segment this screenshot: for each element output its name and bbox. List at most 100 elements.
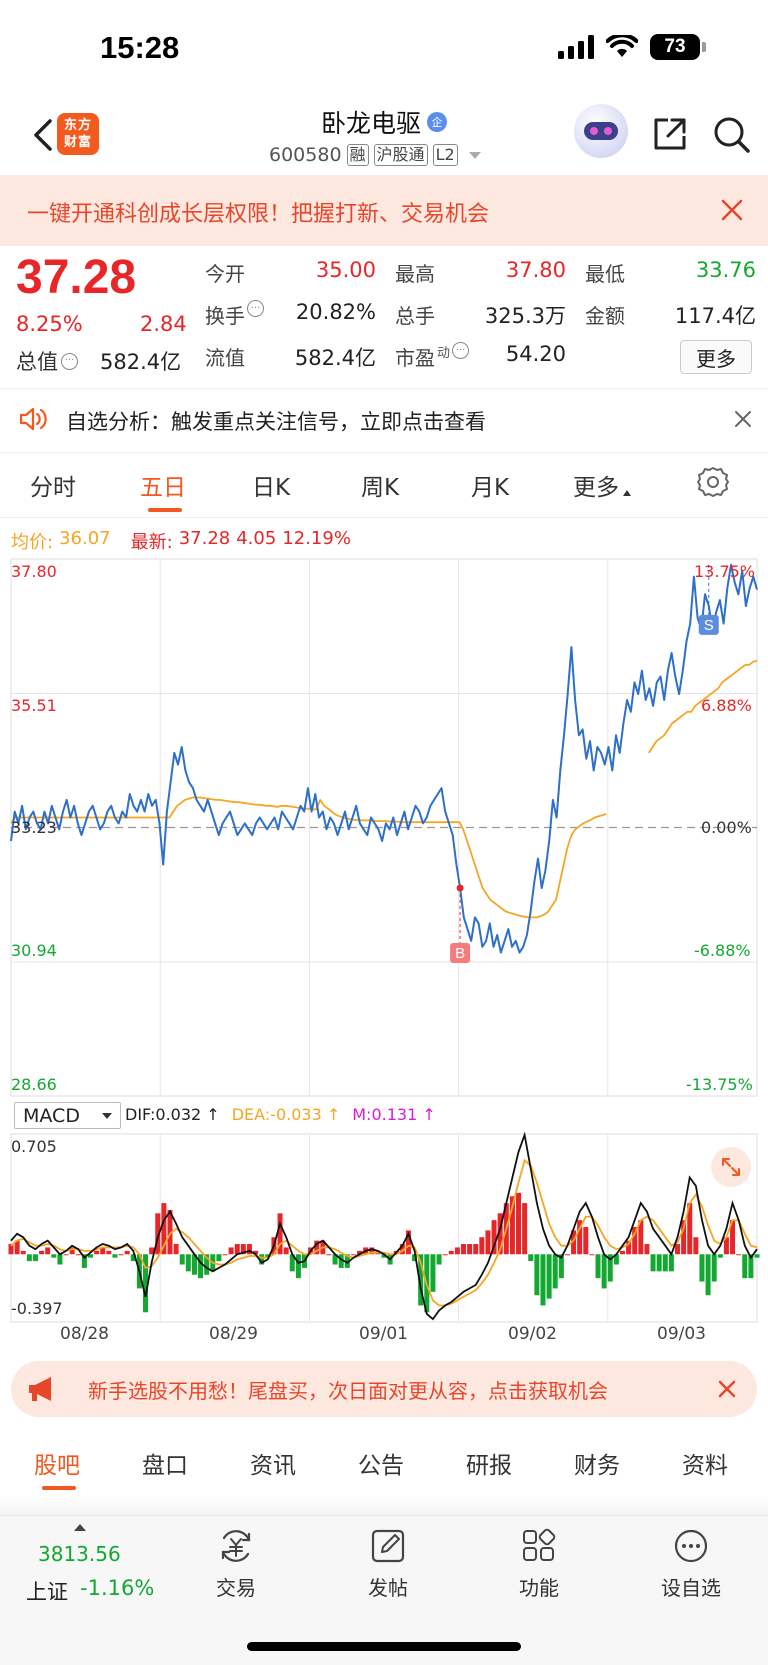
y-right-tick: 13.75% [694, 562, 756, 581]
more-dots-icon [674, 1529, 708, 1563]
latest-percent: 12.19% [282, 528, 351, 549]
tab-order-book[interactable]: 盘口 [142, 1453, 188, 1479]
tab-daily-k[interactable]: 日K [252, 475, 291, 501]
tab-announcements[interactable]: 公告 [358, 1453, 404, 1479]
share-icon[interactable] [650, 114, 690, 154]
dif-value: DIF:0.032 ↑ [125, 1105, 220, 1124]
tab-research[interactable]: 研报 [466, 1453, 512, 1479]
open-label: 今开 [205, 262, 245, 286]
quote-panel: 37.28 8.25% 2.84 总值 ··· 582.4亿 今开 35.00 … [0, 246, 768, 386]
back-arrow-icon[interactable] [26, 117, 62, 153]
macd-bar [51, 1254, 57, 1258]
close-icon[interactable] [734, 410, 752, 428]
tab-financials[interactable]: 财务 [574, 1453, 620, 1479]
avg-price-line [648, 659, 758, 754]
tab-intraday[interactable]: 分时 [30, 475, 76, 501]
nav-functions[interactable]: 功能 [494, 1526, 584, 1601]
x-date-tick: 08/28 [60, 1324, 109, 1344]
y-left-tick: 37.80 [11, 562, 57, 581]
indicator-select[interactable]: MACD [14, 1102, 121, 1129]
close-icon[interactable] [717, 1379, 737, 1399]
stock-picking-promo-banner[interactable]: 新手选股不用愁！尾盘买，次日面对更从容，点击获取机会 [11, 1361, 757, 1417]
macd-bar [228, 1247, 234, 1255]
macd-bar [491, 1220, 497, 1255]
nav-trade[interactable]: 交易 [191, 1526, 281, 1601]
macd-bar [81, 1254, 87, 1268]
macd-bar [399, 1244, 405, 1255]
nav-post[interactable]: 发帖 [343, 1526, 433, 1601]
nav-add-watchlist[interactable]: 设自选 [646, 1526, 736, 1601]
bottom-nav: 3813.56 上证 -1.16% 交易 发帖 功能 [0, 1515, 768, 1665]
macd-bar [112, 1254, 118, 1258]
ai-assistant-avatar[interactable] [574, 104, 628, 158]
macd-bar [522, 1203, 528, 1255]
tab-guba[interactable]: 股吧 [34, 1453, 80, 1479]
macd-bar [583, 1226, 589, 1255]
macd-bar [216, 1254, 222, 1262]
tab-five-day[interactable]: 五日 [140, 475, 186, 501]
macd-bar [185, 1254, 191, 1272]
stock-code-row[interactable]: 600580 融 沪股通 L2 [269, 144, 481, 166]
macd-bar [589, 1254, 595, 1256]
dea-line [10, 1158, 758, 1307]
macd-bar [295, 1254, 301, 1279]
watchlist-analysis-bar[interactable]: 自选分析：触发重点关注信号，立即点击查看 [0, 388, 768, 450]
y-right-tick: 6.88% [701, 696, 752, 715]
macd-bar [613, 1254, 619, 1265]
float-cap-value: 582.4亿 [294, 346, 376, 370]
macd-bar [748, 1254, 754, 1279]
x-date-tick: 09/02 [508, 1324, 557, 1344]
info-icon[interactable]: ··· [452, 342, 470, 359]
stock-name: 卧龙电驱 [320, 109, 421, 138]
macd-bar [161, 1203, 167, 1255]
macd-bar [265, 1254, 271, 1258]
macd-bar [412, 1254, 418, 1262]
macd-bar [632, 1226, 638, 1255]
stock-header: 东方 财富 卧龙电驱 企 600580 融 沪股通 L2 [0, 100, 768, 175]
macd-bar [442, 1254, 448, 1256]
low-value: 33.76 [695, 258, 756, 282]
macd-bar [106, 1250, 112, 1255]
macd-bar [259, 1254, 265, 1265]
macd-bar [675, 1244, 681, 1255]
info-icon[interactable]: ··· [247, 300, 264, 317]
macd-bar [369, 1247, 375, 1255]
connect-tag: 沪股通 [373, 144, 428, 166]
caret-up-icon [74, 1524, 86, 1531]
tab-profile[interactable]: 资料 [682, 1453, 728, 1479]
tab-monthly-k[interactable]: 月K [471, 475, 510, 501]
star-market-promo-banner[interactable]: 一键开通科创成长层权限！把握打新、交易机会 [0, 175, 768, 246]
macd-bar [650, 1254, 656, 1272]
y-left-tick: 33.23 [11, 818, 57, 837]
total-cap-label: 总值 ··· [16, 346, 78, 376]
index-name: 上证 [26, 1580, 68, 1604]
macd-bar [118, 1254, 124, 1256]
promo-text: 一键开通科创成长层权限！把握打新、交易机会 [27, 202, 490, 227]
macd-bar [430, 1254, 436, 1292]
stock-title: 卧龙电驱 企 [0, 104, 768, 140]
macd-bar [754, 1254, 760, 1258]
macd-bar [32, 1254, 38, 1262]
change-amount: 2.84 [140, 312, 187, 336]
five-day-chart[interactable]: BS [0, 0, 768, 1350]
close-icon[interactable] [719, 197, 745, 223]
macd-bar [381, 1254, 387, 1258]
gear-icon[interactable] [697, 466, 729, 498]
tab-news[interactable]: 资讯 [250, 1453, 296, 1479]
more-quote-button[interactable]: 更多 [680, 340, 752, 374]
chart-period-tabs: 分时 五日 日K 周K 月K 更多 [0, 454, 768, 518]
macd-max-label: 0.705 [11, 1137, 57, 1156]
search-icon[interactable] [711, 114, 751, 154]
macd-bar [344, 1254, 350, 1268]
macd-bar [405, 1230, 411, 1255]
macd-bar [626, 1240, 632, 1255]
macd-bar [705, 1254, 711, 1296]
tab-more[interactable]: 更多 [573, 468, 631, 502]
tab-weekly-k[interactable]: 周K [361, 475, 400, 501]
macd-bar [191, 1254, 197, 1275]
level2-tag: L2 [432, 144, 458, 166]
expand-chart-button[interactable] [711, 1147, 751, 1187]
macd-bar [595, 1254, 601, 1279]
chart-legend: 均价: 36.07 最新: 37.28 4.05 12.19% [11, 528, 351, 554]
info-icon[interactable]: ··· [61, 352, 78, 370]
